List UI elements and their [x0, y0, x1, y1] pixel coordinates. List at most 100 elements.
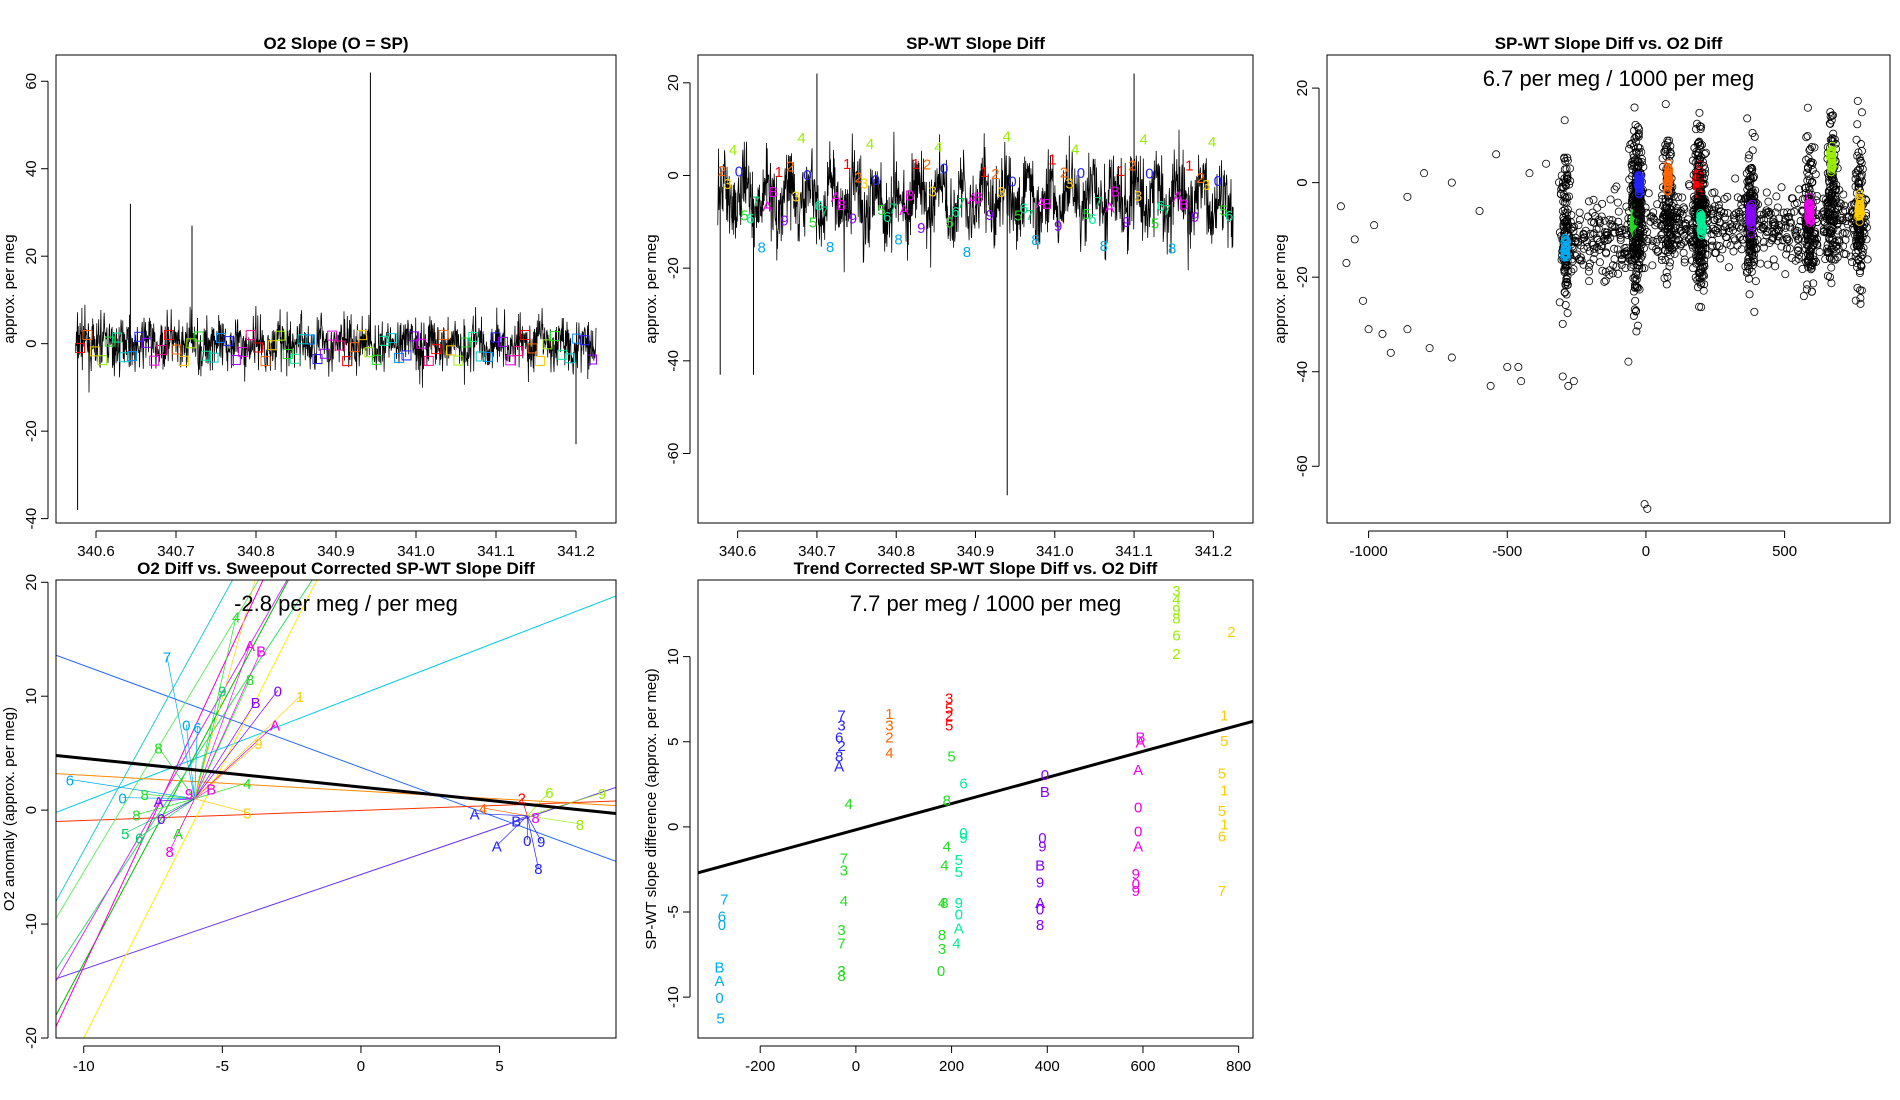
scatter-point	[1783, 208, 1792, 217]
scatter-point	[1662, 203, 1671, 212]
cluster-point	[1805, 193, 1814, 202]
outlier-point	[1364, 325, 1373, 334]
scatter-point	[1720, 194, 1729, 203]
scatter-point	[1785, 244, 1794, 253]
group-marker	[305, 334, 316, 345]
scatter-point	[1629, 311, 1638, 320]
point-label: 6	[835, 730, 843, 747]
group-marker: 6	[1157, 198, 1165, 215]
point-label: 1	[1220, 708, 1228, 725]
scatter-point	[1791, 256, 1800, 265]
group-marker: 1	[1117, 163, 1125, 180]
scatter-point	[1695, 137, 1704, 146]
scatter-point	[1637, 224, 1646, 233]
connector-line	[527, 791, 550, 817]
scatter-point	[1826, 108, 1835, 117]
scatter-point	[1560, 266, 1569, 275]
group-marker: 0	[735, 163, 743, 180]
outlier-point	[1517, 377, 1526, 386]
scatter-point	[1579, 244, 1588, 253]
group-marker: 8	[758, 240, 766, 257]
connector-line	[526, 815, 539, 869]
outlier-point	[1447, 178, 1456, 187]
point-label: 7	[837, 708, 845, 725]
x-tick-label: 340.8	[877, 543, 915, 560]
scatter-point	[1825, 196, 1834, 205]
slope-annotation: 6.7 per meg / 1000 per meg	[1483, 66, 1755, 91]
point-label: 5	[121, 826, 129, 843]
point-label: 4	[952, 936, 960, 953]
point-label: B	[256, 644, 266, 661]
scatter-point	[1857, 286, 1866, 295]
scatter-point	[1632, 283, 1641, 292]
y-tick-label: 40	[23, 160, 40, 177]
scatter-point	[1605, 270, 1614, 279]
panel-p5: 760BA0573628A132435254734373856844095548…	[643, 559, 1254, 1075]
point-label: 3	[885, 718, 893, 735]
cluster-point	[1827, 146, 1836, 155]
outlier-point	[1403, 325, 1412, 334]
point-label: 4	[885, 745, 893, 762]
point-label: 6	[1172, 627, 1180, 644]
point-label: 9	[1132, 883, 1140, 900]
scatter-point	[1597, 212, 1606, 221]
y-tick-label: -40	[1294, 361, 1311, 383]
y-tick-label: 20	[665, 74, 682, 91]
point-label: 0	[959, 825, 967, 842]
group-marker: B	[768, 184, 778, 201]
cluster-point	[1560, 245, 1569, 254]
scatter-point	[1561, 261, 1570, 270]
point-label: B	[511, 813, 521, 830]
scatter-point	[1611, 222, 1620, 231]
scatter-point	[1855, 183, 1864, 192]
scatter-point	[1794, 247, 1803, 256]
point-label: 4	[943, 839, 951, 856]
plot-frame	[697, 579, 1254, 1039]
scatter-point	[1632, 132, 1641, 141]
scatter-point	[1595, 258, 1604, 267]
point-label: A	[1035, 895, 1045, 912]
cluster-point	[1664, 171, 1673, 180]
scatter-point	[1827, 279, 1836, 288]
point-label: 3	[837, 922, 845, 939]
scatter-point	[1591, 212, 1600, 221]
scatter-point	[1703, 250, 1712, 259]
scatter-point	[1616, 236, 1625, 245]
scatter-point	[1825, 272, 1834, 281]
scatter-point	[1709, 230, 1718, 239]
outlier-point	[1558, 372, 1567, 381]
scatter-point	[1808, 236, 1817, 245]
scatter-point	[1632, 275, 1641, 284]
scatter-point	[1710, 216, 1719, 225]
group-fit-line	[56, 580, 288, 982]
group-marker	[527, 343, 538, 354]
scatter-point	[1777, 183, 1786, 192]
scatter-point	[1623, 250, 1632, 259]
scatter-point	[1653, 200, 1662, 209]
cluster-point	[1806, 206, 1815, 215]
connector-line	[194, 742, 259, 800]
group-marker	[334, 340, 345, 351]
scatter-point	[1695, 253, 1704, 262]
group-marker: 8	[826, 239, 834, 256]
group-marker: 7	[820, 204, 828, 221]
group-marker	[104, 336, 115, 347]
scatter-point	[1803, 163, 1812, 172]
point-label: 8	[940, 895, 948, 912]
scatter-point	[1681, 219, 1690, 228]
group-marker: 4	[1071, 142, 1079, 159]
scatter-point	[1617, 250, 1626, 259]
group-marker	[475, 351, 486, 362]
group-marker: 8	[963, 244, 971, 261]
scatter-point	[1649, 208, 1658, 217]
scatter-point	[1661, 240, 1670, 249]
overall-fit-line	[56, 753, 616, 816]
y-tick-label: -60	[1294, 455, 1311, 477]
y-tick-label: -20	[665, 257, 682, 279]
scatter-point	[1635, 234, 1644, 243]
scatter-point	[1648, 261, 1657, 270]
scatter-point	[1858, 165, 1867, 174]
scatter-point	[1788, 194, 1797, 203]
group-marker	[564, 353, 575, 364]
scatter-point	[1737, 200, 1746, 209]
